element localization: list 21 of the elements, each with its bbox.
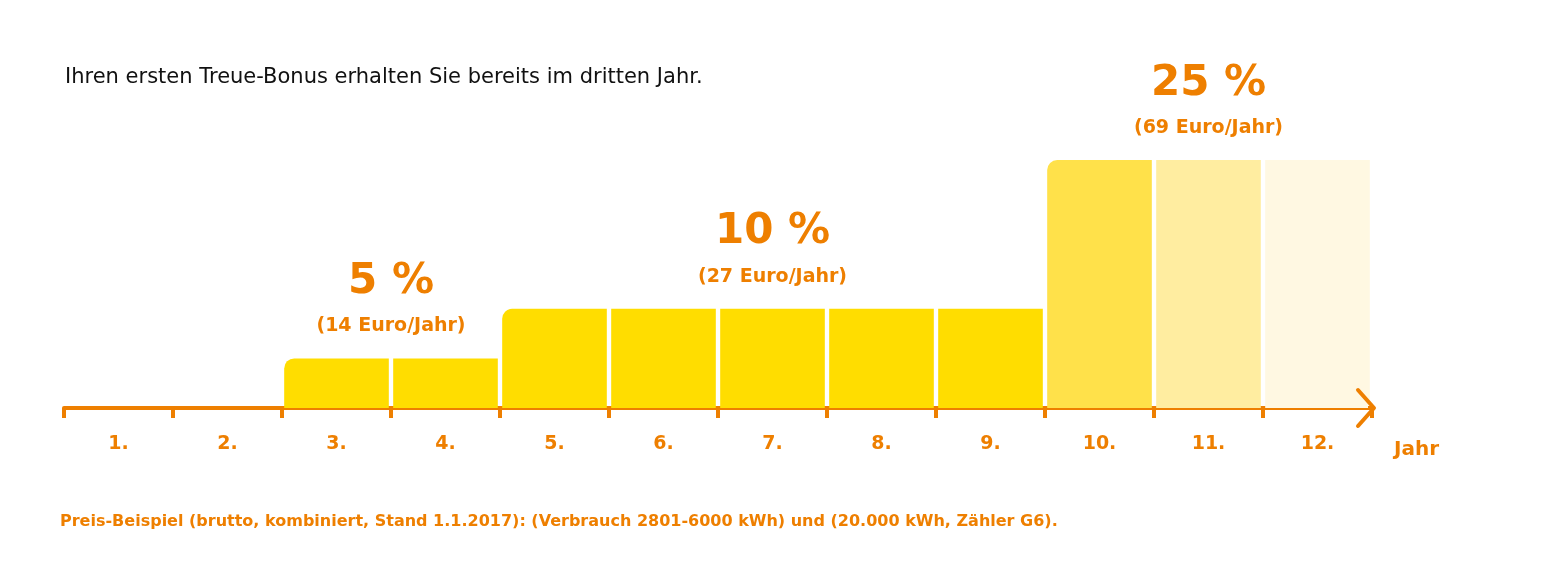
x-axis-title: Jahr bbox=[1392, 436, 1440, 460]
data-label: 25 % bbox=[1150, 55, 1267, 105]
x-tick-label: 3. bbox=[326, 430, 347, 453]
x-tick-label: 4. bbox=[435, 430, 456, 453]
chart-title: Ihren ersten Treue-Bonus erhalten Sie bereits im dritten Jahr. bbox=[65, 63, 703, 88]
x-tick-label: 1. bbox=[108, 430, 129, 453]
annotation: (14 Euro/Jahr) bbox=[316, 313, 466, 336]
x-tick-label: 7. bbox=[762, 430, 783, 453]
x-tick-label: 6. bbox=[653, 430, 674, 453]
text: Preis-Beispiel (brutto, kombiniert, Stand 1.1.2017): (Verbrauch 2801-6000 kWh) und (20.000 kWh, Zähler G6). bbox=[60, 510, 1058, 530]
data-label: 10 % bbox=[714, 204, 831, 254]
annotation: (27 Euro/Jahr) bbox=[697, 263, 848, 286]
x-tick-label: 2. bbox=[217, 430, 238, 453]
x-tick-label: 11. bbox=[1191, 430, 1226, 453]
annotation: (69 Euro/Jahr) bbox=[1133, 115, 1284, 137]
x-tick-label: 5. bbox=[544, 430, 565, 453]
x-tick-label: 8. bbox=[871, 430, 892, 453]
x-tick-label: 10. bbox=[1082, 430, 1117, 453]
data-label: 5 % bbox=[348, 253, 434, 303]
x-tick-label: 12. bbox=[1300, 430, 1335, 453]
x-tick-label: 9. bbox=[980, 430, 1001, 453]
